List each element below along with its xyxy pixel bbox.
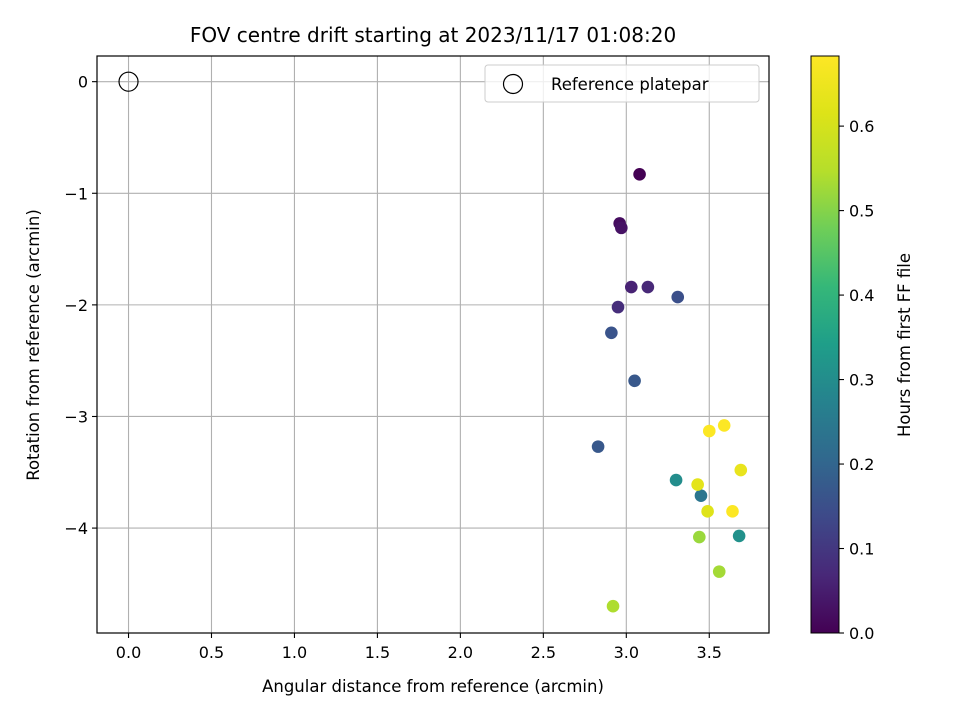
x-axis-ticks: 0.0 0.5 1.0 1.5 2.0 2.5 3.0 3.5 <box>116 633 722 662</box>
data-point <box>693 530 706 544</box>
x-tick-label: 0.5 <box>199 643 224 662</box>
data-point <box>712 565 726 578</box>
y-tick-label: 0 <box>78 73 88 92</box>
y-axis-ticks: 0 −1 −2 −3 −4 <box>64 73 97 538</box>
data-point <box>611 300 625 314</box>
colorbar-tick-label: 0.3 <box>849 371 874 390</box>
x-axis-label: Angular distance from reference (arcmin) <box>262 677 604 696</box>
legend-box <box>484 64 760 103</box>
data-point <box>606 599 620 613</box>
data-point <box>591 440 605 453</box>
data-point <box>701 505 714 518</box>
y-tick-label: −3 <box>64 407 88 426</box>
legend-marker <box>502 73 524 95</box>
data-point <box>605 326 618 340</box>
legend-label-reference-platepar: Reference platepar <box>551 75 709 94</box>
data-point <box>615 221 628 235</box>
y-tick-label: −1 <box>64 184 88 203</box>
data-point <box>633 168 646 181</box>
colorbar-tick-label: 0.2 <box>849 455 874 474</box>
data-point <box>628 374 641 388</box>
data-point <box>734 463 748 477</box>
data-point <box>641 280 655 294</box>
data-point <box>702 424 716 438</box>
colorbar-label: Hours from first FF file <box>895 253 914 437</box>
colorbar: 0.0 0.1 0.2 0.3 0.4 0.5 0.6 Hours from first F… <box>810 55 914 643</box>
x-tick-label: 0.0 <box>116 643 141 662</box>
data-point <box>694 489 708 503</box>
y-axis-label: Rotation from reference (arcmin) <box>24 209 43 481</box>
plot-frame <box>96 55 770 634</box>
x-tick-label: 1.5 <box>365 643 390 662</box>
data-point <box>671 290 685 304</box>
grid-lines <box>97 56 769 633</box>
data-points <box>591 168 748 613</box>
legend: Reference platepar <box>484 64 760 103</box>
colorbar-ticks: 0.0 0.1 0.2 0.3 0.4 0.5 0.6 <box>839 117 874 643</box>
data-point <box>691 478 704 491</box>
x-tick-label: 3.0 <box>614 643 639 662</box>
y-tick-label: −2 <box>64 296 88 315</box>
data-point <box>717 419 731 432</box>
x-tick-label: 3.5 <box>697 643 722 662</box>
data-point <box>726 505 739 518</box>
colorbar-tick-label: 0.4 <box>849 286 874 305</box>
chart-title: FOV centre drift starting at 2023/11/17 … <box>190 23 676 47</box>
y-tick-label: −4 <box>64 519 88 538</box>
colorbar-tick-label: 0.0 <box>849 624 874 643</box>
data-point <box>732 529 746 543</box>
colorbar-tick-label: 0.6 <box>849 117 874 136</box>
x-tick-label: 1.0 <box>282 643 307 662</box>
reference-layer <box>118 71 139 92</box>
colorbar-tick-label: 0.5 <box>849 202 874 221</box>
x-tick-label: 2.5 <box>531 643 556 662</box>
data-point <box>669 473 683 487</box>
x-tick-label: 2.0 <box>448 643 473 662</box>
data-point <box>624 280 638 294</box>
reference-point-marker <box>118 71 139 92</box>
colorbar-gradient <box>810 55 840 634</box>
colorbar-tick-label: 0.1 <box>849 540 874 559</box>
